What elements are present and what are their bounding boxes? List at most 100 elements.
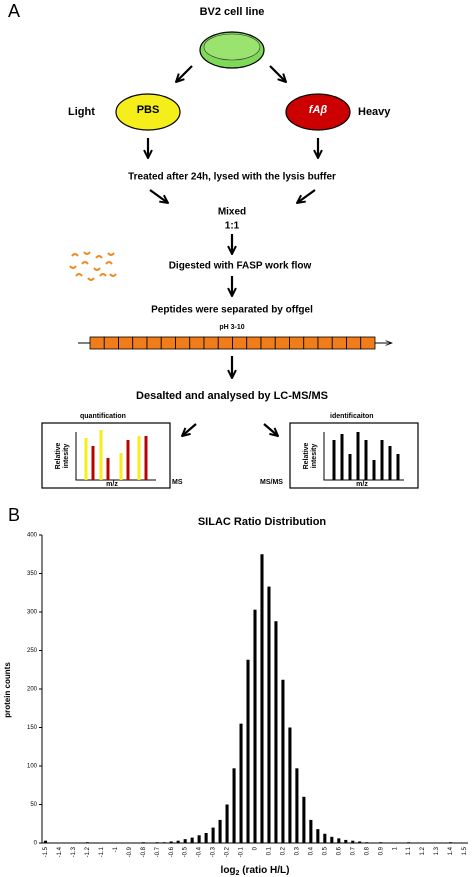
label: Desalted and analysed by LC-MS/MS bbox=[136, 390, 328, 402]
arrow bbox=[176, 65, 193, 82]
x-tick-label: 1.5 bbox=[462, 846, 468, 855]
panel-label: A bbox=[8, 1, 20, 21]
bar bbox=[218, 819, 222, 843]
label: Relative bbox=[55, 442, 62, 469]
bar bbox=[239, 723, 243, 843]
x-tick-label: 1.4 bbox=[448, 846, 454, 855]
arrow bbox=[263, 423, 278, 436]
label: Relative bbox=[303, 442, 310, 469]
mini-spectrum bbox=[84, 430, 148, 480]
bar bbox=[141, 842, 145, 843]
label: intesity bbox=[311, 444, 318, 469]
bar bbox=[232, 768, 236, 843]
label: Treated after 24h, lysed with the lysis … bbox=[128, 172, 336, 183]
label: Mixed bbox=[218, 207, 246, 218]
y-axis-label: protein counts bbox=[3, 662, 12, 718]
label: quantification bbox=[80, 413, 126, 420]
bar bbox=[169, 841, 173, 843]
bar bbox=[344, 839, 348, 843]
bar bbox=[323, 833, 327, 843]
strip-cell bbox=[217, 336, 233, 350]
x-tick-label: -0.3 bbox=[211, 846, 217, 857]
bar bbox=[267, 586, 271, 843]
bar bbox=[358, 841, 362, 843]
label: intesity bbox=[63, 444, 70, 469]
bar bbox=[449, 842, 453, 843]
label: m/z bbox=[106, 481, 118, 488]
arrow bbox=[182, 423, 197, 436]
x-tick-label: 0.3 bbox=[294, 846, 300, 855]
bar bbox=[337, 838, 341, 843]
x-tick-label: 0.8 bbox=[364, 846, 370, 855]
x-tick-label: 1.1 bbox=[406, 846, 412, 855]
x-tick-label: 0.2 bbox=[281, 846, 287, 855]
strip-cell bbox=[232, 336, 248, 350]
bar bbox=[211, 827, 215, 843]
label: PBS bbox=[137, 104, 160, 116]
bar bbox=[309, 819, 313, 843]
bar bbox=[316, 829, 320, 843]
x-tick-label: -0.5 bbox=[183, 846, 189, 857]
strip-cell bbox=[89, 336, 105, 350]
y-tick-label: 0 bbox=[34, 841, 38, 847]
bar bbox=[260, 554, 264, 843]
x-tick-label: 0.1 bbox=[267, 846, 273, 855]
y-tick-label: 400 bbox=[27, 533, 38, 539]
label: pH 3-10 bbox=[219, 324, 244, 331]
mini-spectrum bbox=[332, 432, 400, 480]
x-tick-label: 1 bbox=[392, 846, 398, 850]
strip-cell bbox=[160, 336, 176, 350]
x-label-sub: 2 bbox=[236, 870, 240, 877]
bar bbox=[365, 842, 369, 843]
bar bbox=[302, 796, 306, 843]
y-tick-label: 350 bbox=[27, 571, 38, 577]
x-tick-label: 0.9 bbox=[378, 846, 384, 855]
strip-cell bbox=[175, 336, 191, 350]
bar bbox=[162, 842, 166, 843]
x-tick-label: 1.2 bbox=[420, 846, 426, 855]
y-tick-label: 250 bbox=[27, 648, 38, 654]
label: BV2 cell line bbox=[200, 6, 265, 18]
strip-cell bbox=[146, 336, 162, 350]
bar bbox=[183, 839, 187, 843]
x-tick-label: -1.1 bbox=[99, 846, 105, 857]
label: m/z bbox=[356, 481, 368, 488]
label: Light bbox=[68, 106, 95, 118]
y-tick-label: 50 bbox=[30, 802, 37, 808]
bar bbox=[85, 842, 89, 843]
bar bbox=[281, 679, 285, 843]
peptides bbox=[69, 251, 117, 281]
label: 1:1 bbox=[225, 221, 240, 232]
offgel-strip bbox=[89, 336, 376, 350]
x-tick-label: -0.4 bbox=[197, 846, 203, 857]
strip-cell bbox=[103, 336, 119, 350]
chart-title: SILAC Ratio Distribution bbox=[198, 516, 327, 528]
x-tick-label: 0.6 bbox=[336, 846, 342, 855]
x-tick-label: -0.8 bbox=[141, 846, 147, 857]
bar bbox=[274, 621, 278, 843]
x-tick-label: -0.2 bbox=[225, 846, 231, 857]
panel-label: B bbox=[8, 505, 20, 525]
strip-cell bbox=[331, 336, 347, 350]
x-tick-label: -0.7 bbox=[155, 846, 161, 857]
bar bbox=[253, 609, 257, 843]
x-tick-label: 0 bbox=[253, 846, 259, 850]
x-tick-label: -1 bbox=[113, 846, 119, 852]
strip-cell bbox=[246, 336, 262, 350]
bar bbox=[351, 840, 355, 843]
label: Heavy bbox=[358, 106, 391, 118]
strip-cell bbox=[346, 336, 362, 350]
x-tick-label: 1.3 bbox=[434, 846, 440, 855]
arrow bbox=[297, 189, 316, 203]
bar bbox=[197, 835, 201, 843]
arrow bbox=[149, 189, 168, 203]
bar bbox=[379, 842, 383, 843]
y-tick-label: 200 bbox=[27, 687, 38, 693]
mini-axis bbox=[323, 432, 404, 481]
bar bbox=[190, 837, 194, 843]
label: MS/MS bbox=[260, 479, 283, 486]
strip-cell bbox=[317, 336, 333, 350]
strip-cell bbox=[260, 336, 276, 350]
x-tick-label: -1.3 bbox=[71, 846, 77, 857]
